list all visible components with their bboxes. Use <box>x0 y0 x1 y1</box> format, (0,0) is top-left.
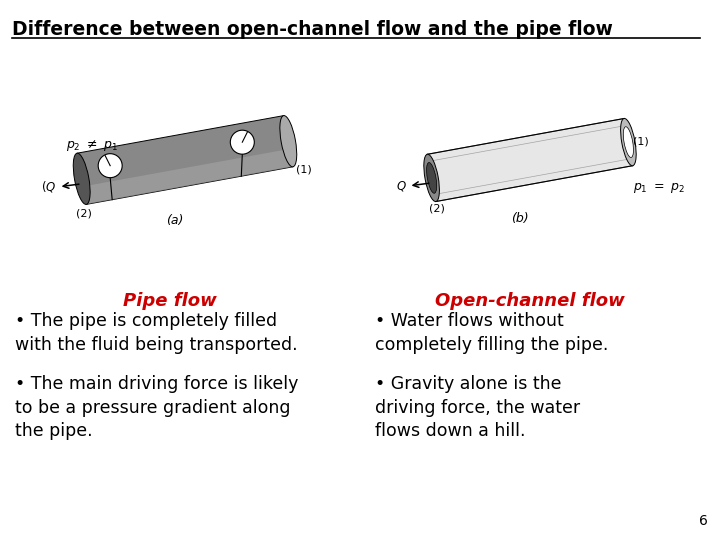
Ellipse shape <box>621 118 636 166</box>
Text: 6: 6 <box>699 514 708 528</box>
Ellipse shape <box>624 127 634 158</box>
Text: Pipe flow: Pipe flow <box>123 292 217 310</box>
Text: Open-channel flow: Open-channel flow <box>435 292 625 310</box>
Circle shape <box>230 130 254 154</box>
Text: (2): (2) <box>76 209 91 219</box>
Text: • Water flows without
completely filling the pipe.: • Water flows without completely filling… <box>375 312 608 354</box>
Circle shape <box>98 154 122 178</box>
Polygon shape <box>83 149 293 204</box>
Text: (b): (b) <box>511 212 528 225</box>
Ellipse shape <box>73 153 90 205</box>
Text: • The main driving force is likely
to be a pressure gradient along
the pipe.: • The main driving force is likely to be… <box>15 375 298 440</box>
Text: • Gravity alone is the
driving force, the water
flows down a hill.: • Gravity alone is the driving force, th… <box>375 375 580 440</box>
Text: $Q$: $Q$ <box>396 179 407 193</box>
Text: $(Q$: $(Q$ <box>41 179 57 194</box>
Text: • The pipe is completely filled
with the fluid being transported.: • The pipe is completely filled with the… <box>15 312 297 354</box>
Text: $p_2\ \neq\ p_1$: $p_2\ \neq\ p_1$ <box>66 138 118 153</box>
Text: (1): (1) <box>634 136 649 146</box>
Text: (2): (2) <box>428 204 444 214</box>
Ellipse shape <box>280 116 297 167</box>
Text: Difference between open-channel flow and the pipe flow: Difference between open-channel flow and… <box>12 20 613 39</box>
Ellipse shape <box>424 154 439 201</box>
Polygon shape <box>427 118 633 201</box>
Text: (1): (1) <box>297 164 312 174</box>
Text: $p_1\ =\ p_2$: $p_1\ =\ p_2$ <box>634 181 685 195</box>
Text: (a): (a) <box>166 214 184 227</box>
Polygon shape <box>77 116 293 204</box>
Ellipse shape <box>426 163 436 193</box>
